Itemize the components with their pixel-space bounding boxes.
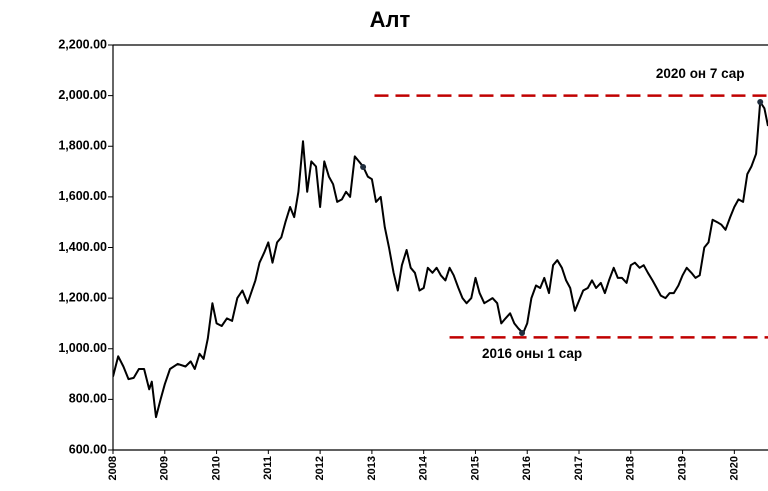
y-tick-label: 1,600.00 — [58, 189, 107, 203]
x-tick-label: 2015 — [469, 456, 481, 480]
x-tick-label: 2008 — [107, 456, 119, 480]
highlight-point — [519, 330, 526, 337]
x-tick-label: 2011 — [262, 456, 274, 480]
y-tick-label: 1,400.00 — [58, 240, 107, 254]
y-tick-label: 800.00 — [69, 392, 107, 406]
x-tick-label: 2012 — [314, 456, 326, 480]
price-line — [113, 101, 768, 419]
x-tick-label: 2018 — [625, 456, 637, 480]
x-tick-label: 2019 — [676, 456, 688, 480]
annotation: 2016 оны 1 сар — [482, 346, 582, 361]
y-tick-label: 1,200.00 — [58, 290, 107, 304]
y-tick-label: 2,000.00 — [58, 88, 107, 102]
x-tick-label: 2014 — [418, 455, 430, 480]
x-tick-label: 2017 — [573, 456, 585, 480]
annotation: 2020 он 7 сар — [656, 66, 745, 81]
x-tick-label: 2009 — [159, 456, 171, 480]
y-tick-label: 1,800.00 — [58, 139, 107, 153]
x-tick-label: 2016 — [521, 456, 533, 480]
y-tick-label: 2,200.00 — [58, 37, 107, 51]
y-tick-label: 600.00 — [69, 442, 107, 456]
highlight-point — [757, 98, 764, 105]
highlight-point — [360, 164, 367, 171]
x-tick-label: 2010 — [210, 456, 222, 480]
y-tick-label: 1,000.00 — [58, 341, 107, 355]
x-tick-label: 2020 — [728, 456, 740, 480]
x-tick-label: 2013 — [366, 456, 378, 480]
chart-title: Алт — [370, 7, 411, 32]
